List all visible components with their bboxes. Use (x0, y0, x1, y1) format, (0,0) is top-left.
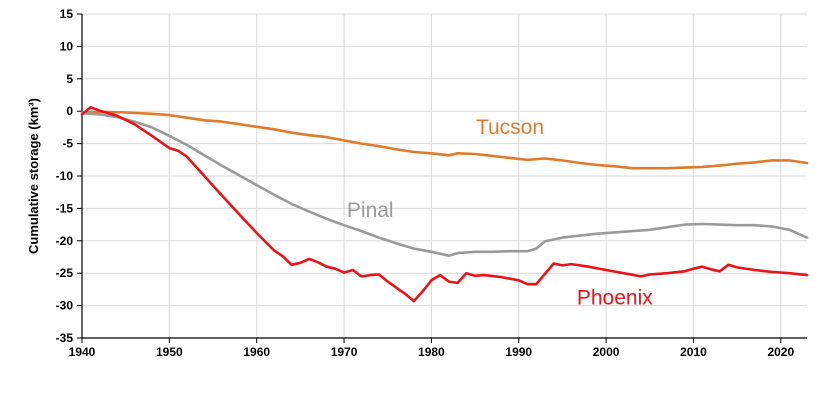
series-line-pinal (80, 111, 809, 257)
y-tick-label: -35 (56, 331, 74, 345)
series-label-phoenix: Phoenix (577, 286, 653, 309)
x-tick-label: 2000 (593, 345, 620, 359)
x-tick-label: 1950 (156, 345, 183, 359)
y-tick-label: -10 (56, 169, 74, 183)
series-line-phoenix (80, 106, 809, 303)
x-tick-label: 2020 (767, 345, 794, 359)
x-tick-label: 2010 (680, 345, 707, 359)
x-tick-label: 1990 (505, 345, 532, 359)
y-tick-label: -25 (56, 266, 74, 280)
gridlines (81, 13, 807, 339)
y-tick-label: 10 (60, 39, 74, 53)
y-tick-label: -15 (56, 201, 74, 215)
y-tick-label: -5 (62, 137, 73, 151)
x-axis-ticks: 1940 1950 1960 1970 1980 1990 2000 2010 2020 (69, 338, 794, 359)
series-line-tucson (80, 110, 809, 170)
y-axis-ticks: 15 10 5 0 -5 -10 -15 -20 -25 -30 -35 (56, 7, 82, 345)
series-lines (80, 106, 809, 303)
series-labels: Tucson Pinal Phoenix (347, 116, 653, 309)
x-tick-label: 1960 (243, 345, 270, 359)
y-tick-label: 5 (66, 72, 73, 86)
y-tick-label: 15 (60, 7, 74, 21)
y-axis-label: Cumulative storage (km³) (26, 98, 41, 254)
series-label-pinal: Pinal (347, 199, 394, 222)
x-tick-label: 1980 (418, 345, 445, 359)
x-tick-label: 1940 (69, 345, 96, 359)
x-tick-label: 1970 (331, 345, 358, 359)
y-tick-label: 0 (66, 104, 73, 118)
y-tick-label: -20 (56, 234, 74, 248)
series-label-tucson: Tucson (476, 116, 544, 139)
y-tick-label: -30 (56, 299, 74, 313)
